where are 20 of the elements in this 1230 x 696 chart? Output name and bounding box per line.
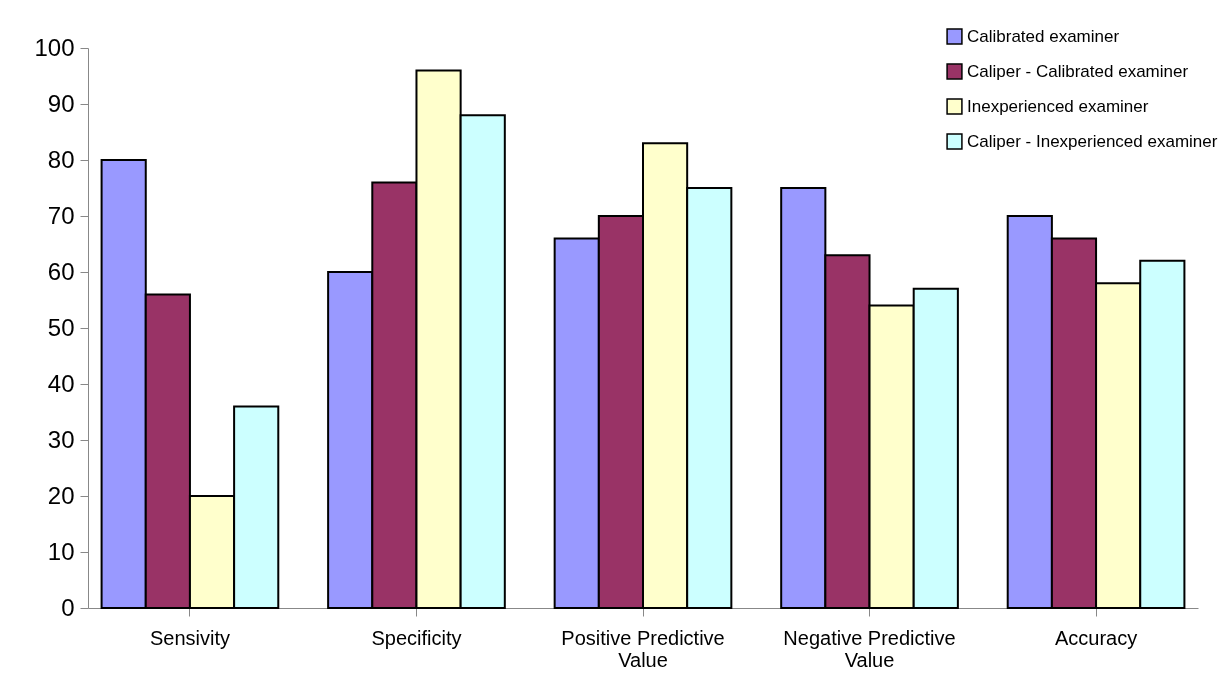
y-tick-label: 10 xyxy=(47,537,75,565)
y-tick-label: 60 xyxy=(47,257,75,285)
y-tick-label: 20 xyxy=(47,481,75,509)
y-tick-label: 50 xyxy=(47,313,75,341)
y-tick-label: 70 xyxy=(47,201,75,229)
y-tick-label: 100 xyxy=(34,33,75,61)
legend-label: Calibrated examiner xyxy=(967,26,1120,46)
y-tick-label: 90 xyxy=(47,89,75,117)
legend-label: Caliper - Calibrated examiner xyxy=(967,61,1189,81)
x-tick-label: Sensivity xyxy=(149,626,230,649)
x-tick-label: Negative Predictive Value xyxy=(783,626,956,671)
legend-label: Caliper - Inexperienced examiner xyxy=(967,131,1218,151)
x-tick-label: Accuracy xyxy=(1054,626,1138,649)
y-tick-label: 40 xyxy=(47,369,75,397)
y-tick-label: 0 xyxy=(61,593,75,621)
x-tick-label: Specificity xyxy=(371,626,462,649)
x-tick-label: Positive Predictive Value xyxy=(561,626,725,671)
y-tick-label: 80 xyxy=(47,145,75,173)
legend-label: Inexperienced examiner xyxy=(967,96,1149,116)
y-tick-label: 30 xyxy=(47,425,75,453)
